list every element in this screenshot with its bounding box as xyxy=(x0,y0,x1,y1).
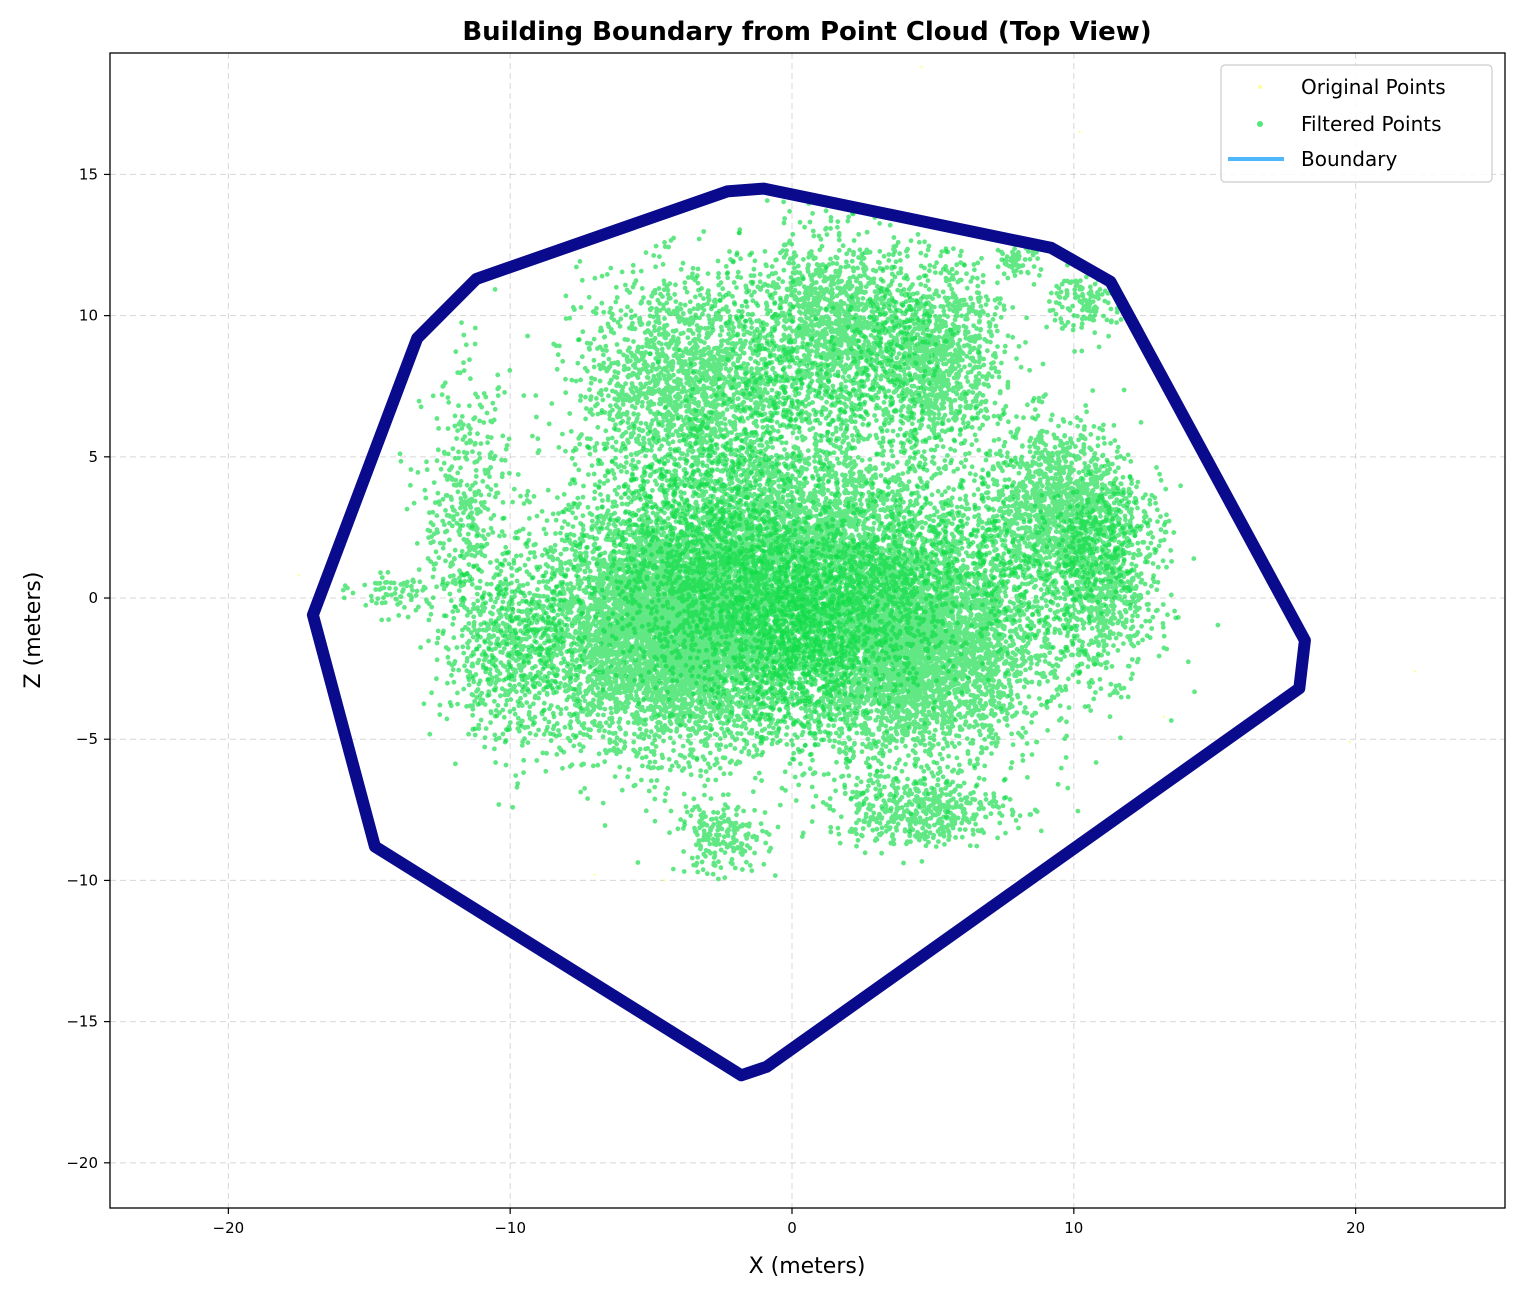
original-point xyxy=(1348,740,1352,744)
y-tick-label: −10 xyxy=(66,871,98,889)
x-tick-label: 10 xyxy=(1064,1219,1083,1237)
axis-ticks: −20 −10 0 10 20 −20 −15 −10 −5 0 5 10 15 xyxy=(66,165,1365,1237)
filtered-points-cluster xyxy=(421,514,595,810)
chart-title: Building Boundary from Point Cloud (Top … xyxy=(462,17,1151,47)
filtered-points-cluster xyxy=(525,227,938,566)
boundary-layer xyxy=(306,182,1311,1082)
y-tick-label: 0 xyxy=(88,589,98,607)
filtered-points-cluster xyxy=(405,372,991,865)
y-tick-label: 15 xyxy=(79,165,98,183)
legend-label-boundary: Boundary xyxy=(1301,147,1397,171)
filtered-points-cluster xyxy=(667,792,805,882)
filtered-points-cluster xyxy=(1044,262,1126,354)
x-tick-label: −20 xyxy=(213,1219,245,1237)
filtered-points-cluster xyxy=(920,348,1197,657)
original-point xyxy=(663,879,667,882)
legend-box xyxy=(1220,64,1493,183)
filtered-points-cluster xyxy=(775,760,1071,866)
legend-label-original: Original Points xyxy=(1301,75,1446,99)
original-point xyxy=(1078,130,1081,134)
x-tick-label: 20 xyxy=(1346,1219,1365,1237)
boundary-polygon xyxy=(306,182,1311,1082)
filtered-points-layer xyxy=(340,198,1221,882)
original-point xyxy=(297,574,301,577)
original-point xyxy=(1413,670,1417,673)
original-points-layer xyxy=(297,65,1417,882)
original-point xyxy=(1162,715,1166,718)
y-tick-label: 5 xyxy=(88,448,98,466)
y-tick-label: −15 xyxy=(66,1013,98,1031)
original-point xyxy=(920,65,923,69)
filtered-points-cluster xyxy=(1024,456,1221,723)
filtered-points-cluster xyxy=(995,245,1047,287)
y-tick-label: −20 xyxy=(66,1154,98,1172)
legend-marker-original xyxy=(1258,85,1262,89)
y-tick-label: −5 xyxy=(76,730,98,748)
filtered-points-cluster xyxy=(484,262,1181,788)
plot-frame xyxy=(109,52,1506,1209)
x-tick-label: −10 xyxy=(494,1219,526,1237)
original-point xyxy=(593,873,596,876)
legend: Original Points Filtered Points Boundary xyxy=(1220,64,1493,183)
legend-marker-filtered xyxy=(1257,121,1263,127)
filtered-points-cluster xyxy=(340,559,463,623)
x-axis-label: X (meters) xyxy=(749,1254,866,1279)
x-tick-label: 0 xyxy=(787,1219,797,1237)
y-tick-label: 10 xyxy=(79,307,98,325)
legend-label-filtered: Filtered Points xyxy=(1301,112,1442,136)
filtered-points-cluster xyxy=(828,211,1038,487)
filtered-points-cluster xyxy=(397,286,551,705)
y-axis-label: Z (meters) xyxy=(21,572,46,689)
